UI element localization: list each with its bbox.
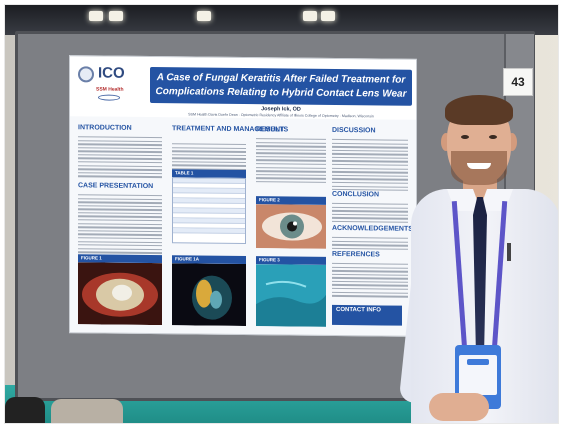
section-introduction: INTRODUCTION <box>78 124 132 132</box>
research-poster: ICO SSM Health A Case of Fungal Keratiti… <box>69 55 417 337</box>
foreground-person <box>51 399 123 423</box>
presenter-eye <box>461 135 469 139</box>
presenter-smile <box>467 163 491 169</box>
figure-1a-eye-photo <box>172 263 246 327</box>
ceiling-light <box>321 11 335 21</box>
figure-2-eye-photo <box>256 204 326 249</box>
presenter-ear <box>441 133 451 151</box>
section-results: RESULTS <box>256 126 289 134</box>
logo-subtext: SSM Health <box>96 86 124 93</box>
figure-1-eye-photo <box>78 262 162 326</box>
ceiling-light <box>197 11 211 21</box>
introduction-text <box>78 136 162 180</box>
section-discussion: DISCUSSION <box>332 126 376 135</box>
title-band: A Case of Fungal Keratitis After Failed … <box>150 67 412 106</box>
case-presentation-text <box>78 194 162 259</box>
ceiling-light <box>303 11 317 21</box>
foreground-person <box>5 397 45 423</box>
results-text <box>256 138 326 185</box>
presenter-hair <box>445 95 513 125</box>
presenter <box>395 93 558 423</box>
photo: 43 ICO SSM Health A Case of Fungal Kerat… <box>4 4 559 424</box>
poster-title-line-2: Complications Relating to Hybrid Contact… <box>155 86 407 100</box>
necktie <box>473 197 487 347</box>
eye-logo-icon <box>98 94 120 101</box>
contact-info-title: CONTACT INFO <box>336 306 381 314</box>
ceiling <box>5 5 558 35</box>
section-references: REFERENCES <box>332 250 380 259</box>
section-conclusion: CONCLUSION <box>332 190 380 199</box>
ceiling-light <box>89 11 103 21</box>
presenter-hands <box>429 393 489 421</box>
poster-title-line-1: A Case of Fungal Keratitis After Failed … <box>156 72 406 86</box>
poster-header: ICO SSM Health A Case of Fungal Keratiti… <box>70 56 417 120</box>
logo-circle-icon <box>78 66 94 83</box>
ceiling-light <box>109 11 123 21</box>
presenter-ear <box>507 133 517 151</box>
presenter-eye <box>489 135 497 139</box>
section-case-presentation: CASE PRESENTATION <box>78 182 154 191</box>
table-1 <box>172 177 246 245</box>
pen <box>507 243 511 261</box>
figure-3-microscopy <box>256 264 326 327</box>
ico-logo: ICO SSM Health <box>76 64 136 109</box>
logo-text: ICO <box>98 64 125 82</box>
contact-info-box: CONTACT INFO <box>332 304 402 326</box>
badge-logo-icon <box>467 359 489 365</box>
treatment-text <box>172 143 246 172</box>
booth-number: 43 <box>503 68 533 96</box>
